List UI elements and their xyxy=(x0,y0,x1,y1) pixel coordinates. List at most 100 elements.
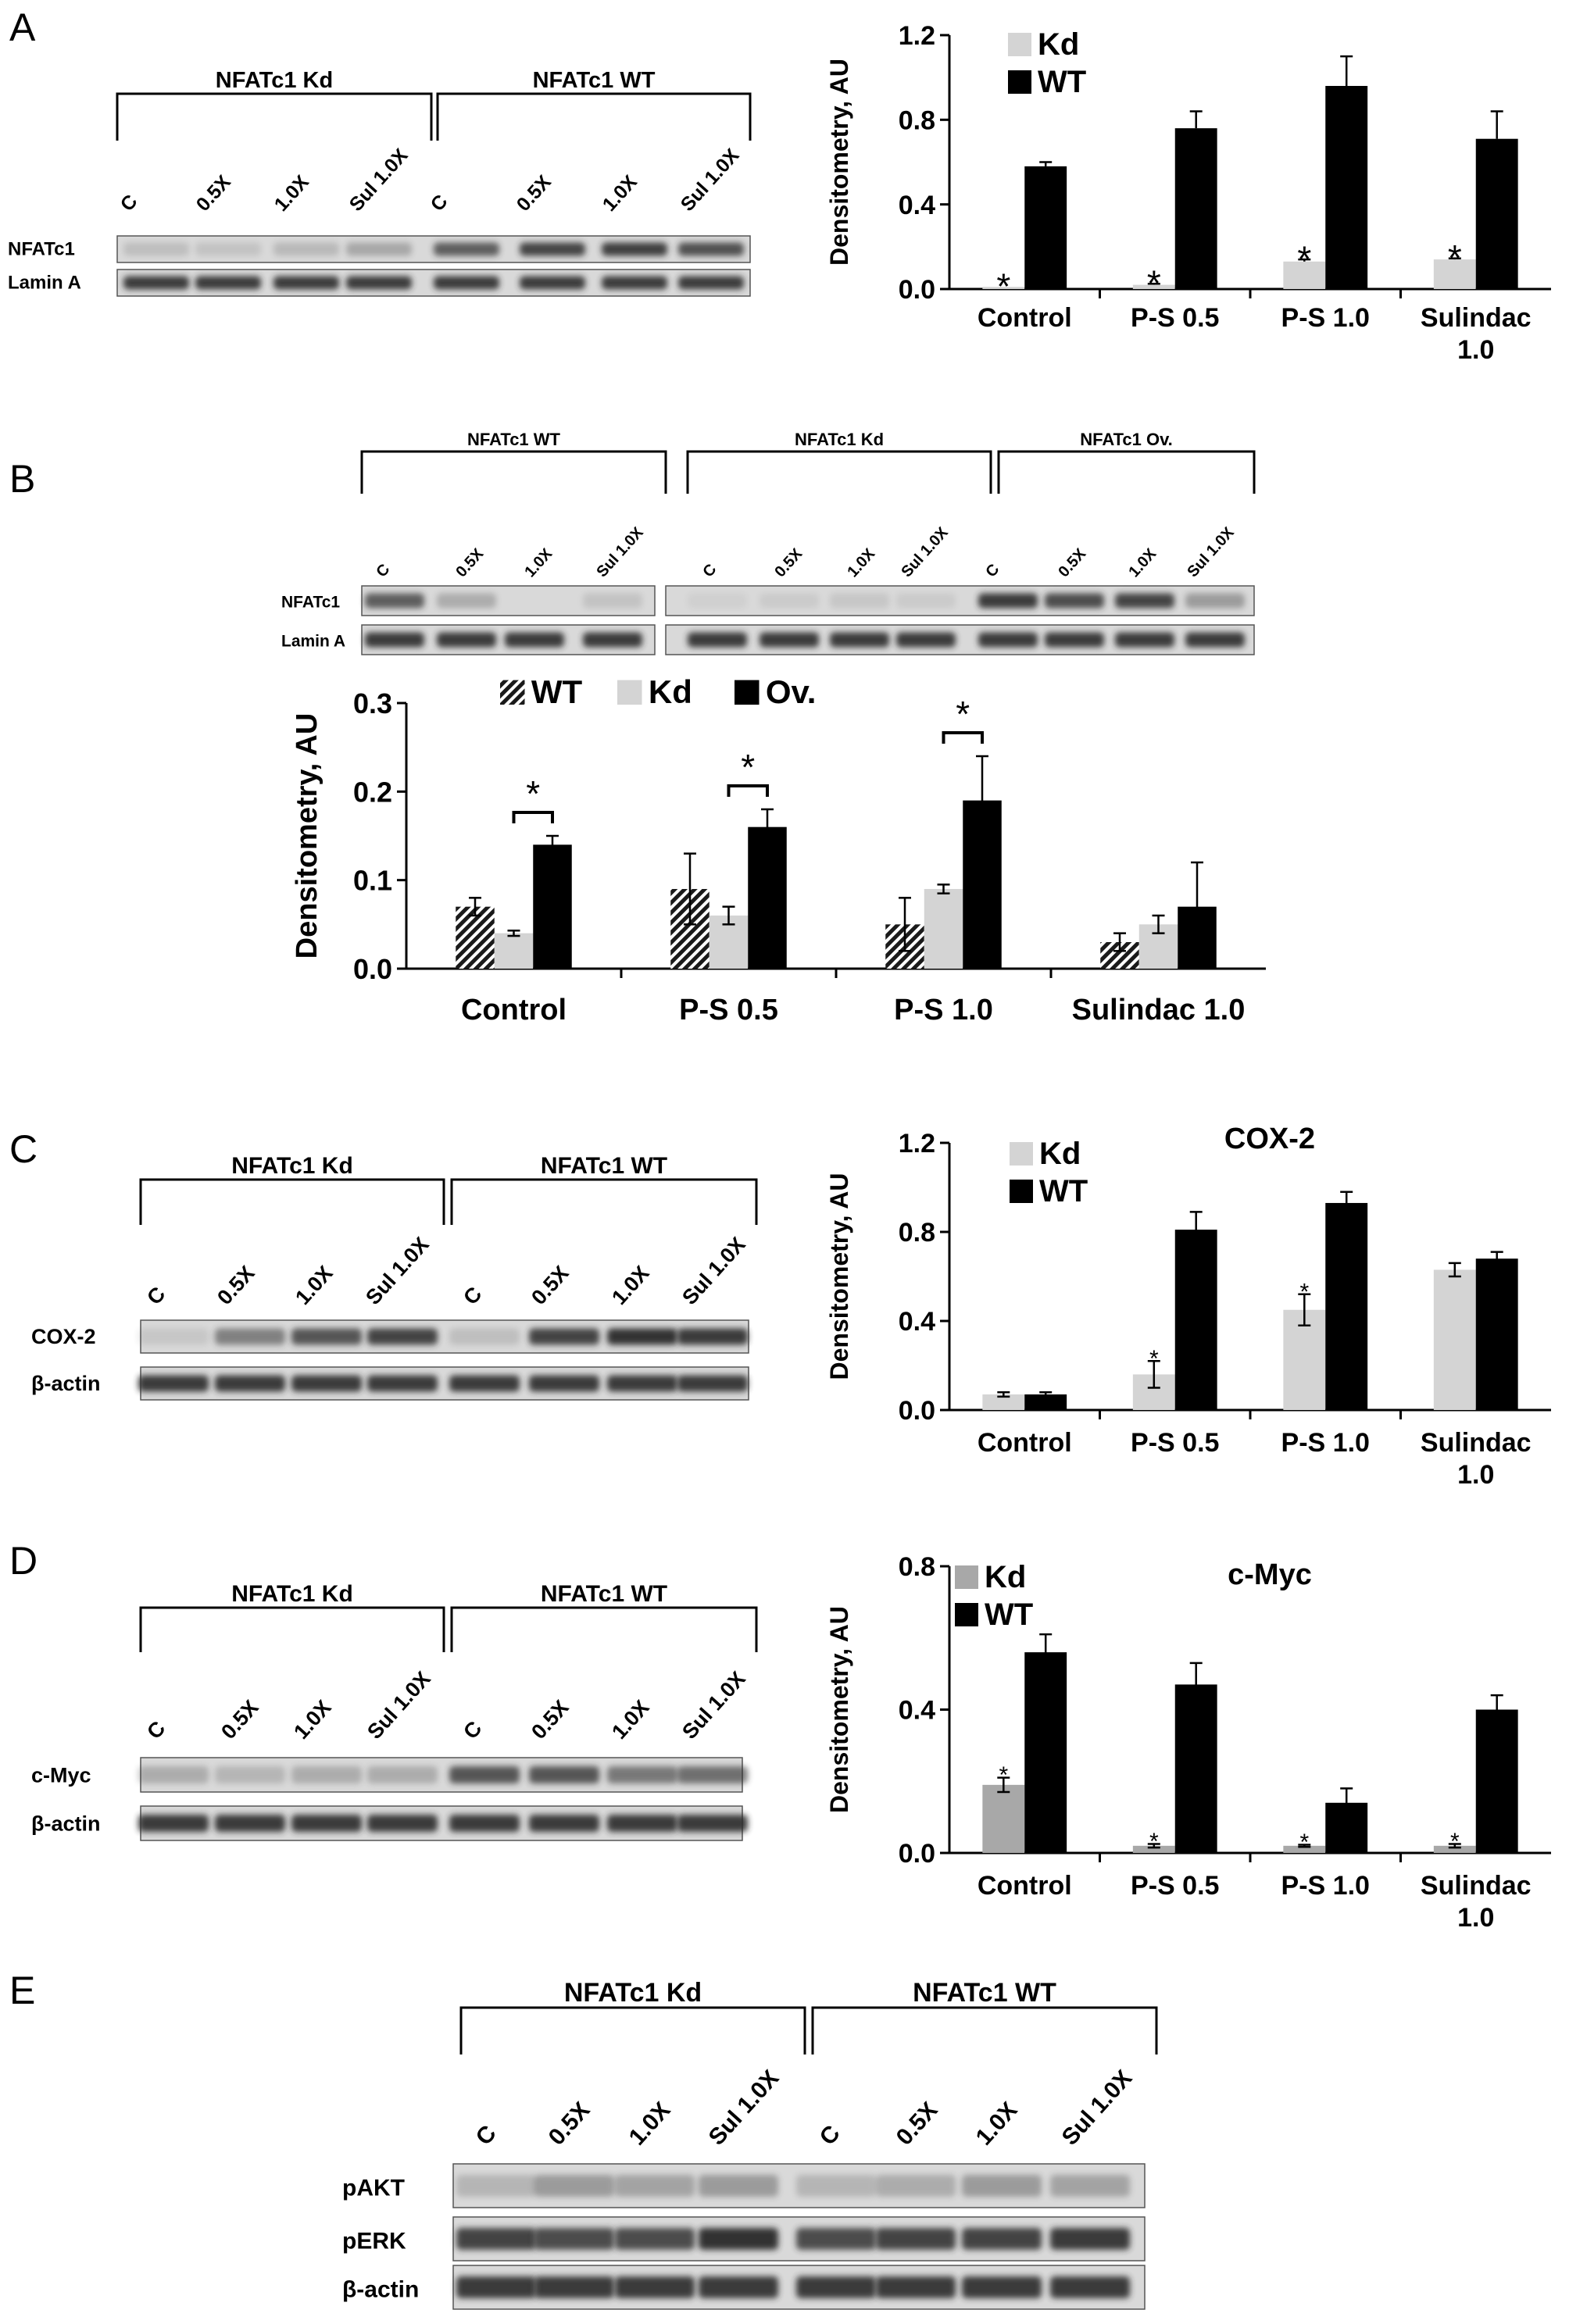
protein-band xyxy=(449,1766,520,1783)
protein-band xyxy=(456,2175,536,2197)
category-label: Control xyxy=(461,994,567,1026)
bar xyxy=(982,1394,1025,1410)
blot-row-label: β-actin xyxy=(342,2276,419,2302)
lane-label: 1.0X xyxy=(1125,545,1160,581)
protein-band xyxy=(195,242,261,256)
significance-star: * xyxy=(1297,238,1311,279)
protein-band xyxy=(796,2228,876,2250)
lane-label: 0.5X xyxy=(771,545,806,581)
bar xyxy=(1132,284,1175,289)
blot-group-label: NFATc1 Kd xyxy=(564,1978,702,2008)
chart-title: COX-2 xyxy=(1224,1123,1315,1155)
y-tick-label: 0.4 xyxy=(899,191,935,220)
y-axis-label: Densitometry, AU xyxy=(825,1173,853,1380)
protein-band xyxy=(534,2276,614,2298)
protein-band xyxy=(367,1328,438,1345)
protein-band xyxy=(896,593,956,609)
protein-band xyxy=(215,1815,285,1832)
protein-band xyxy=(449,1375,520,1392)
blot-group-label: NFATc1 WT xyxy=(541,1153,667,1179)
blot-group-label: NFATc1 Kd xyxy=(231,1153,353,1179)
y-tick-label: 0.3 xyxy=(353,687,392,719)
lane-label: 1.0X xyxy=(270,171,313,216)
lane-label: 1.0X xyxy=(971,2097,1023,2151)
lane-label: Sul 1.0X xyxy=(704,2065,785,2151)
protein-band xyxy=(534,2228,614,2250)
blot-row-label: COX-2 xyxy=(31,1325,96,1348)
protein-band xyxy=(830,593,889,609)
significance-star: * xyxy=(1149,1346,1159,1372)
protein-band xyxy=(449,1328,520,1345)
protein-band xyxy=(520,242,585,256)
blot-row-label: pAKT xyxy=(342,2175,405,2201)
protein-band xyxy=(138,1328,209,1345)
significance-star: * xyxy=(1149,1829,1159,1855)
bar xyxy=(533,844,572,969)
protein-band xyxy=(367,1766,438,1783)
significance-star: * xyxy=(741,747,755,787)
group-bracket xyxy=(436,92,752,141)
protein-band xyxy=(434,276,499,290)
bar xyxy=(494,933,534,969)
lane-label: Sul 1.0X xyxy=(593,523,647,580)
significance-star: * xyxy=(1299,1279,1309,1305)
lane-label: C xyxy=(982,561,1003,580)
protein-band xyxy=(215,1375,285,1392)
protein-band xyxy=(615,2276,695,2298)
y-tick-label: 0.1 xyxy=(353,865,392,897)
chart-title: c-Myc xyxy=(1228,1558,1312,1591)
legend-label: WT xyxy=(531,673,583,710)
legend-label: WT xyxy=(985,1598,1033,1632)
legend-label: WT xyxy=(1039,1174,1088,1208)
protein-band xyxy=(437,632,496,648)
protein-band xyxy=(215,1766,285,1783)
protein-band xyxy=(583,632,642,648)
lane-label: 1.0X xyxy=(607,1262,653,1309)
panel-label-e: E xyxy=(9,1969,35,2012)
y-tick-label: 0.2 xyxy=(353,776,392,808)
protein-band xyxy=(876,2228,956,2250)
protein-band xyxy=(123,276,189,290)
category-label: Sulindac xyxy=(1421,1428,1532,1458)
protein-band xyxy=(505,632,564,648)
protein-band xyxy=(529,1766,599,1783)
category-label: 1.0 xyxy=(1457,1460,1494,1490)
protein-band xyxy=(677,1328,748,1345)
lane-label: C xyxy=(699,561,720,580)
bar xyxy=(1174,1684,1217,1853)
protein-band xyxy=(962,2228,1042,2250)
protein-band xyxy=(123,242,189,256)
protein-band xyxy=(1115,593,1174,609)
lane-label: Sul 1.0X xyxy=(361,1233,434,1309)
protein-band xyxy=(456,2228,536,2250)
protein-band xyxy=(1045,593,1104,609)
blot-group-label: NFATc1 Kd xyxy=(216,68,333,93)
lane-label: 1.0X xyxy=(521,545,556,581)
group-bracket xyxy=(139,1606,445,1652)
lane-label: C xyxy=(427,191,452,216)
lane-label: 0.5X xyxy=(452,545,487,581)
blot-group-label: NFATc1 WT xyxy=(533,68,656,93)
group-bracket xyxy=(686,450,992,494)
blot-group-label: NFATc1 Kd xyxy=(231,1581,353,1607)
category-label: P-S 0.5 xyxy=(1131,303,1219,333)
lane-label: 0.5X xyxy=(192,171,235,216)
protein-band xyxy=(138,1815,209,1832)
lane-label: C xyxy=(459,1716,486,1744)
protein-band xyxy=(529,1328,599,1345)
lane-label: 0.5X xyxy=(892,2097,943,2151)
protein-band xyxy=(138,1766,209,1783)
protein-band xyxy=(677,1815,748,1832)
protein-band xyxy=(760,593,819,609)
panel-label-a: A xyxy=(9,5,36,49)
bar xyxy=(1475,1709,1518,1853)
bar xyxy=(1325,1202,1368,1410)
y-tick-label: 0.0 xyxy=(899,275,935,305)
bar xyxy=(982,287,1025,289)
significance-bracket xyxy=(727,784,769,797)
lane-label: 1.0X xyxy=(291,1262,337,1309)
western-blot-b: NFATc1 WT NFATc1 Kd NFATc1 Ov. C 0.5X 1.0X Sul… xyxy=(281,430,1256,655)
protein-band xyxy=(607,1375,677,1392)
blot-row-label: Lamin A xyxy=(8,272,81,293)
protein-band xyxy=(1115,632,1174,648)
